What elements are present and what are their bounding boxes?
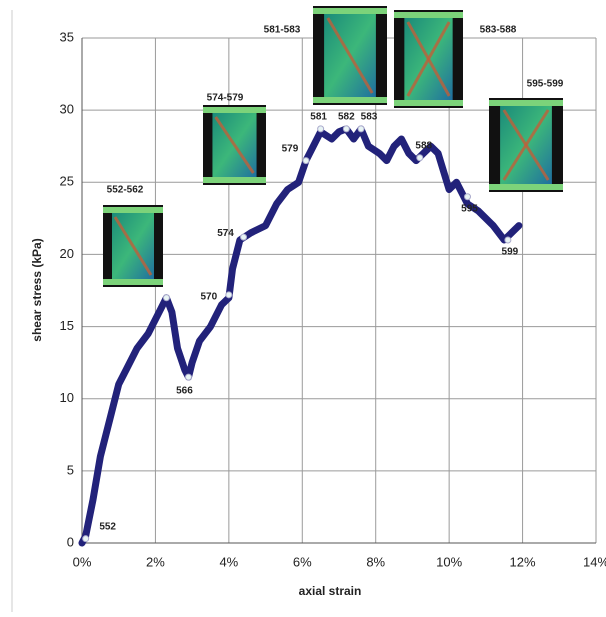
x-tick-label: 12%: [510, 554, 536, 569]
inset-label: 583-588: [480, 25, 517, 36]
inset-image: [203, 105, 266, 185]
annotation-point: [82, 535, 90, 543]
annotation-label: 583: [361, 112, 378, 123]
annotation-label: 566: [176, 386, 193, 397]
annotation-point: [342, 125, 350, 133]
inset-label: 595-599: [527, 79, 564, 90]
x-tick-label: 6%: [293, 554, 312, 569]
annotation-point: [464, 193, 471, 201]
annotation-label: 588: [415, 140, 432, 151]
inset-cap: [203, 107, 266, 113]
inset-cap: [103, 279, 163, 285]
x-tick-label: 4%: [219, 554, 238, 569]
inset-cap: [203, 177, 266, 183]
annotation-label: 552: [99, 521, 116, 532]
inset-cap: [394, 100, 463, 106]
annotation-label: 579: [282, 143, 299, 154]
annotation-point: [302, 157, 310, 165]
inset-image: [103, 205, 163, 287]
inset-cap: [103, 207, 163, 213]
annotation-label: 570: [201, 291, 218, 302]
inset-label: 581-583: [264, 25, 301, 36]
x-tick-label: 10%: [436, 554, 462, 569]
inset-cap: [489, 100, 563, 106]
inset-band: [214, 116, 255, 174]
inset-band: [326, 17, 374, 94]
x-tick-label: 2%: [146, 554, 165, 569]
annotation-point: [504, 236, 512, 244]
y-tick-label: 35: [60, 29, 74, 44]
inset-band: [406, 21, 451, 97]
inset-label: 552-562: [107, 185, 144, 196]
y-tick-label: 20: [60, 246, 74, 261]
inset-cap: [394, 12, 463, 18]
data-line: [78, 125, 523, 547]
x-tick-label: 14%: [583, 554, 606, 569]
annotation-label: 595: [461, 203, 478, 214]
annotation-label: 581: [310, 112, 327, 123]
inset-cap: [489, 184, 563, 190]
annotation-point: [357, 125, 365, 133]
annotation-label: 599: [502, 247, 519, 258]
inset-image: [313, 6, 387, 105]
y-tick-label: 0: [67, 534, 74, 549]
annotation-point: [162, 294, 170, 302]
annotation-label: 582: [338, 112, 355, 123]
inset-image: [489, 98, 563, 192]
y-tick-label: 15: [60, 318, 74, 333]
annotation-point: [184, 373, 192, 381]
x-tick-label: 0%: [73, 554, 92, 569]
y-tick-label: 25: [60, 174, 74, 189]
y-tick-label: 10: [60, 390, 74, 405]
inset-label: 574-579: [207, 93, 244, 104]
annotation-point: [416, 154, 424, 162]
y-axis-label: shear stress (kPa): [30, 238, 44, 341]
inset-cap: [313, 97, 387, 103]
y-tick-label: 5: [67, 462, 74, 477]
inset-band: [502, 109, 550, 181]
x-axis-label: axial strain: [299, 584, 362, 598]
inset-cap: [313, 8, 387, 14]
inset-image: [394, 10, 463, 108]
y-tick-label: 30: [60, 102, 74, 117]
annotation-label: 574: [217, 228, 234, 239]
annotation-point: [240, 233, 248, 241]
inset-band: [113, 216, 153, 276]
annotation-point: [225, 291, 233, 299]
annotation-point: [317, 125, 325, 133]
x-tick-label: 8%: [366, 554, 385, 569]
